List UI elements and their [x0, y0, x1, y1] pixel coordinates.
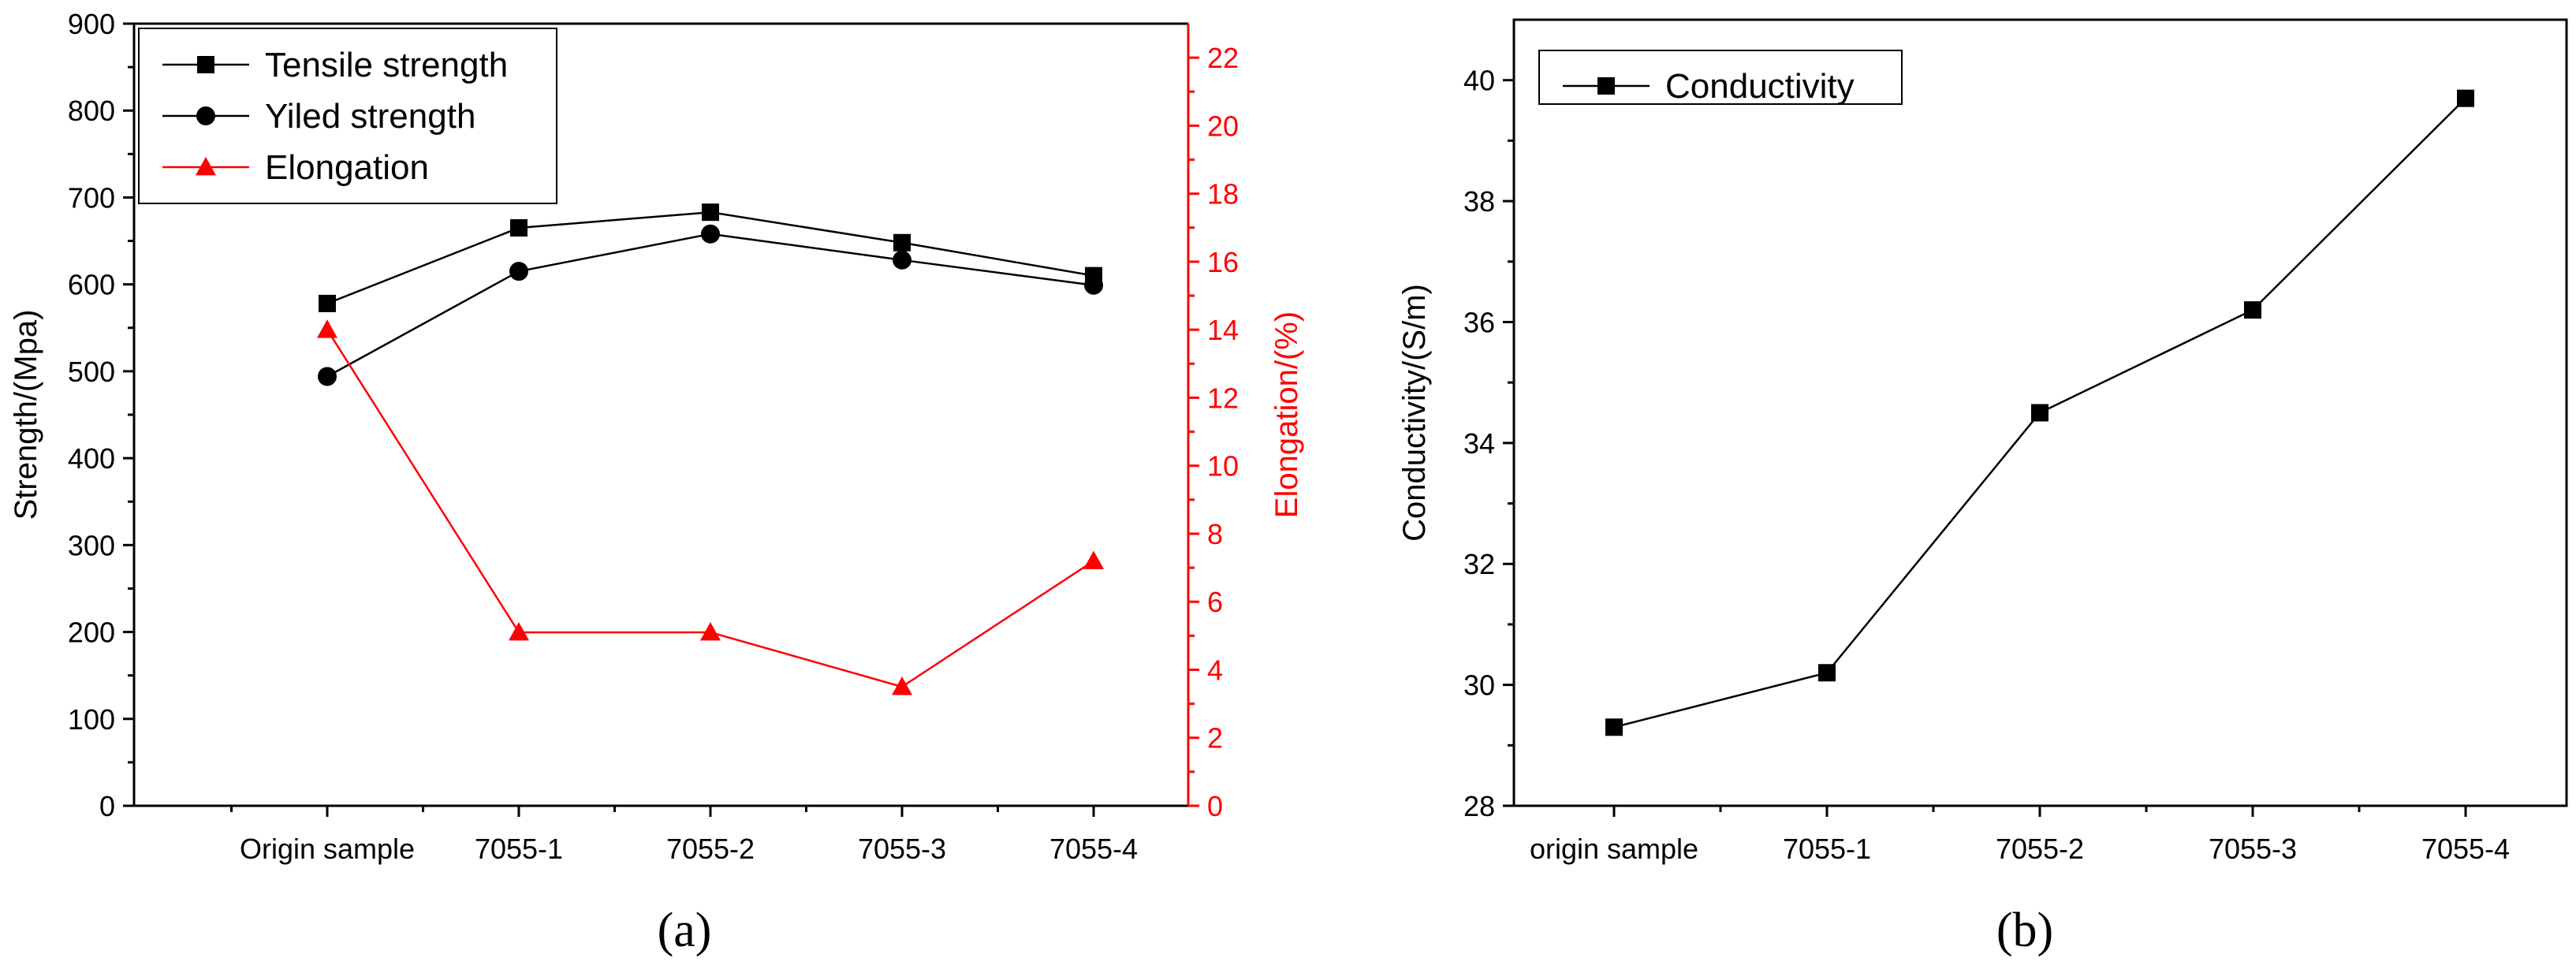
legend-marker-yiled-strength	[196, 106, 215, 125]
data-point-elongation-7055-4	[1083, 550, 1104, 569]
legend-label-tensile-strength: Tensile strength	[265, 46, 508, 84]
y-tick-label: 34	[1463, 427, 1495, 460]
y-tick-label: 600	[68, 269, 115, 301]
x-tick-label-7055-1: 7055-1	[1783, 833, 1871, 865]
y2-tick-label: 2	[1207, 722, 1223, 755]
data-point-conductivity-origin-sample	[1605, 718, 1623, 736]
y2-axis-title: Elongation/(%)	[1269, 311, 1304, 518]
panel-label: (a)	[658, 904, 712, 957]
y2-tick-label: 6	[1207, 586, 1223, 618]
data-point-tensile-strength-origin-sample	[319, 294, 336, 312]
chart-panel-a: 0 100 200 300 400 500 600 700 800 900 0 2 4 6 8 10 12 14 1…	[9, 8, 1304, 957]
x-tick-label-7055-4: 7055-4	[1049, 833, 1138, 865]
x-tick-label-origin-sample: Origin sample	[240, 833, 415, 865]
data-point-yiled-strength-7055-3	[893, 250, 911, 270]
legend-marker-conductivity	[1597, 77, 1615, 95]
y-tick-label: 300	[68, 529, 115, 561]
y2-tick-label: 4	[1207, 654, 1223, 686]
y-tick-label: 400	[68, 442, 115, 475]
y2-tick-label: 16	[1207, 246, 1239, 278]
legend-label-conductivity: Conductivity	[1665, 67, 1855, 106]
y-tick-label: 30	[1463, 669, 1495, 702]
y2-tick-label: 10	[1207, 450, 1239, 483]
data-point-yiled-strength-7055-2	[701, 224, 720, 244]
data-point-elongation-7055-2	[700, 622, 721, 641]
data-point-yiled-strength-origin-sample	[318, 367, 337, 386]
y-tick-label: 800	[68, 95, 115, 127]
x-tick-label-7055-1: 7055-1	[475, 833, 563, 865]
data-point-yiled-strength-7055-4	[1084, 275, 1103, 295]
x-tick-label-origin-sample: origin sample	[1530, 833, 1698, 865]
y-tick-label: 900	[68, 8, 115, 40]
chart-panel-b: 28 30 32 34 36 38 40 origin sample 7055-1 7055-2 7…	[1397, 18, 2568, 957]
y-axis-title: Conductivity/(S/m)	[1397, 284, 1432, 542]
legend-marker-elongation	[196, 157, 216, 176]
y-tick-label: 100	[68, 703, 115, 736]
y-tick-label: 200	[68, 617, 115, 649]
data-point-tensile-strength-7055-2	[702, 203, 719, 222]
data-point-tensile-strength-7055-3	[893, 233, 911, 252]
y-tick-label: 0	[99, 790, 115, 822]
data-point-conductivity-7055-1	[1818, 664, 1836, 682]
y2-tick-label: 20	[1207, 110, 1239, 142]
y-tick-label: 28	[1463, 790, 1495, 822]
y-tick-label: 500	[68, 356, 115, 388]
x-tick-label-7055-4: 7055-4	[2421, 833, 2510, 865]
y-tick-label: 38	[1463, 185, 1495, 218]
y2-tick-label: 8	[1207, 518, 1223, 550]
data-point-elongation-7055-3	[892, 676, 912, 695]
data-point-conductivity-7055-3	[2244, 301, 2261, 319]
x-tick-label-7055-2: 7055-2	[1996, 833, 2084, 865]
legend-label-yiled-strength: Yiled strength	[265, 97, 475, 136]
data-point-conductivity-7055-4	[2457, 89, 2474, 107]
legend-marker-tensile-strength	[197, 56, 214, 73]
y2-tick-label: 18	[1207, 178, 1239, 211]
y-tick-label: 32	[1463, 548, 1495, 580]
y-tick-label: 40	[1463, 65, 1495, 97]
y2-tick-label: 22	[1207, 42, 1239, 74]
panel-label: (b)	[1996, 904, 2053, 957]
y2-tick-label: 12	[1207, 382, 1239, 414]
y2-tick-label: 14	[1207, 314, 1239, 346]
x-tick-label-7055-3: 7055-3	[2209, 833, 2297, 865]
x-tick-label-7055-2: 7055-2	[666, 833, 755, 865]
y2-tick-label: 0	[1207, 790, 1223, 822]
y-tick-label: 36	[1463, 306, 1495, 338]
data-point-conductivity-7055-2	[2031, 404, 2048, 422]
legend-label-elongation: Elongation	[265, 148, 429, 187]
y-axis-title: Strength/(Mpa)	[9, 310, 43, 520]
x-tick-label-7055-3: 7055-3	[858, 833, 946, 865]
data-point-yiled-strength-7055-1	[509, 262, 528, 281]
data-point-elongation-origin-sample	[317, 319, 337, 338]
data-point-elongation-7055-1	[509, 622, 529, 641]
data-point-tensile-strength-7055-1	[510, 219, 528, 237]
y-tick-label: 700	[68, 181, 115, 214]
